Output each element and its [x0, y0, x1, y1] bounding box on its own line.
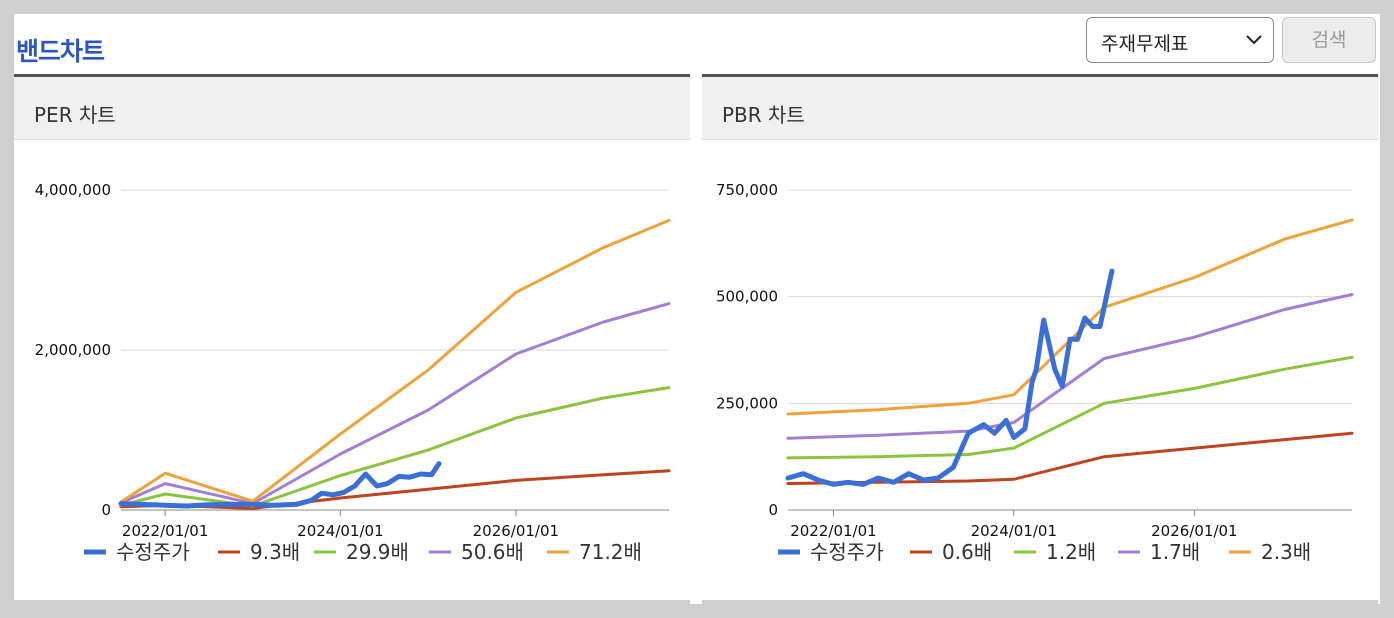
legend-label: 9.3배: [250, 540, 300, 564]
x-tick-label: 2024/01/01: [971, 522, 1057, 540]
legend-label: 수정주가: [116, 540, 190, 564]
per-chart-title: PER 차트: [34, 103, 116, 127]
legend-item[interactable]: 수정주가: [778, 540, 884, 564]
y-tick-label: 750,000: [716, 181, 778, 199]
y-tick-label: 0: [101, 501, 111, 519]
panel-divider: [702, 600, 1378, 604]
legend-label: 2.3배: [1261, 540, 1311, 564]
per-series-line-2: [119, 386, 671, 508]
pbr-chart-panel: PBR 차트 0 250,000 500,000 750,000 2022/01/01 2…: [702, 74, 1378, 604]
y-tick-label: 4,000,000: [35, 181, 111, 199]
per-series-line-0: [118, 461, 442, 509]
y-tick-label: 250,000: [716, 394, 778, 412]
per-chart-header: PER 차트: [14, 74, 690, 140]
legend-label: 수정주가: [810, 540, 884, 564]
legend-label: 1.7배: [1150, 540, 1200, 564]
legend-item[interactable]: 9.3배: [218, 540, 300, 564]
pbr-chart: 0 250,000 500,000 750,000 2022/01/01 2024/01/…: [716, 181, 1354, 564]
pbr-series-line-0: [785, 268, 1115, 487]
pbr-series-line-3: [786, 293, 1354, 440]
legend-label: 50.6배: [461, 540, 524, 564]
x-tick-label: 2022/01/01: [790, 522, 876, 540]
x-tick-label: 2024/01/01: [297, 522, 383, 540]
legend-item[interactable]: 29.9배: [314, 540, 409, 564]
search-button[interactable]: 검색: [1282, 17, 1376, 63]
per-series-line-4: [119, 218, 671, 504]
legend-item[interactable]: 1.2배: [1014, 540, 1096, 564]
y-tick-label: 0: [768, 501, 778, 519]
x-tick-label: 2026/01/01: [1151, 522, 1237, 540]
legend-label: 0.6배: [942, 540, 992, 564]
statement-type-select[interactable]: 주재무제표: [1086, 17, 1274, 63]
x-tick-label: 2022/01/01: [122, 522, 208, 540]
pbr-series-line-4: [786, 218, 1354, 416]
y-tick-label: 2,000,000: [35, 341, 111, 359]
panel-divider: [14, 600, 690, 604]
legend-item[interactable]: 71.2배: [547, 540, 642, 564]
legend-label: 29.9배: [346, 540, 409, 564]
pbr-series-line-2: [786, 355, 1354, 460]
statement-type-selected-value: 주재무제표: [1101, 33, 1189, 55]
legend-item[interactable]: 50.6배: [429, 540, 524, 564]
legend-label: 71.2배: [579, 540, 642, 564]
legend-item[interactable]: 수정주가: [84, 540, 190, 564]
x-tick-label: 2026/01/01: [473, 522, 559, 540]
legend-item[interactable]: 0.6배: [910, 540, 992, 564]
pbr-chart-header: PBR 차트: [702, 74, 1378, 140]
pbr-chart-title: PBR 차트: [722, 103, 805, 127]
band-chart-container: 밴드차트 주재무제표 검색 PER 차트 0 2,000,000 4,000,000…: [14, 14, 1380, 604]
legend-item[interactable]: 1.7배: [1118, 540, 1200, 564]
legend-item[interactable]: 2.3배: [1229, 540, 1311, 564]
per-chart-panel: PER 차트 0 2,000,000 4,000,000 2022/01/01 2024…: [14, 74, 690, 604]
page-title: 밴드차트: [16, 37, 105, 66]
pbr-series-line-1: [786, 431, 1354, 485]
per-series-line-3: [119, 302, 671, 506]
y-tick-label: 500,000: [716, 288, 778, 306]
legend-label: 1.2배: [1046, 540, 1096, 564]
chevron-down-icon: [1246, 35, 1262, 45]
